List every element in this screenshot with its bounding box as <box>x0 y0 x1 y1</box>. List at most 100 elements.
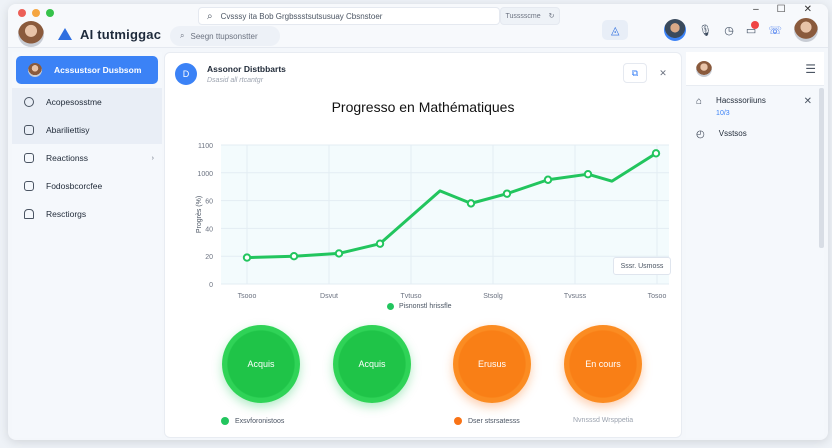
legend-dot <box>221 417 229 425</box>
user-avatar[interactable] <box>18 21 44 47</box>
x-tick-label: Tvsuss <box>564 293 587 300</box>
secondary-search[interactable]: ⌕ Seegn ttupsonstter <box>170 26 280 46</box>
clock-icon[interactable]: ◷ <box>724 24 734 37</box>
close-card-button[interactable]: ✕ <box>651 63 675 83</box>
chat-icon: ⌂ <box>696 96 703 107</box>
sidebar-item-resources[interactable]: Resctiorgs <box>12 200 162 228</box>
y-tick-label: 0 <box>209 282 213 289</box>
dashboard-card: D Assonor Distbbarts Dsasid all rtcantgr… <box>164 52 682 438</box>
search-filter-button[interactable]: Tusssscme ↻ <box>500 7 560 25</box>
card-icon <box>24 125 34 135</box>
sidebar-item-feedback[interactable]: Fodosbcorcfee <box>12 172 162 200</box>
gauge-icon: ◴ <box>696 129 705 140</box>
chevron-icon: › <box>151 154 154 162</box>
card-actions: ⧉ ✕ <box>623 63 675 83</box>
status-label: Acquis <box>358 359 386 369</box>
chart-tooltip: Sssr. Usmoss <box>613 257 671 275</box>
data-point[interactable] <box>375 239 385 248</box>
expand-icon: ⧉ <box>631 67 639 78</box>
legend-label: Dser stsrsatesss <box>468 417 520 425</box>
close-window-button[interactable] <box>18 9 26 17</box>
sidebar-item-label: Abariliettisy <box>46 125 90 135</box>
circle-icon <box>24 97 34 107</box>
chart-title: Progresso en Mathématiques <box>331 99 515 115</box>
data-point[interactable] <box>502 189 512 198</box>
logo-icon <box>58 28 72 40</box>
status-circle-acquired[interactable]: Acquis <box>333 325 411 403</box>
data-point[interactable] <box>334 249 344 258</box>
sidebar-item-dashboard[interactable]: Acssustsor Dusbsom <box>16 56 158 84</box>
sidebar-item-reactions[interactable]: Reactionss › <box>12 144 162 172</box>
item-sub: 10/3 <box>716 110 730 117</box>
minimize-window-button[interactable] <box>32 9 40 17</box>
search-filter-label: Tusssscme <box>505 12 541 20</box>
right-panel-item[interactable]: ◴ Vsstsos <box>686 117 824 140</box>
data-point[interactable] <box>466 199 476 208</box>
legend-label: Pisnonstl hrissfle <box>399 303 452 310</box>
menu-icon[interactable]: ☰ <box>805 61 816 76</box>
profile-avatar[interactable] <box>794 18 818 42</box>
item-label: Hacsssoriiuns <box>716 96 766 105</box>
minimize-button[interactable]: – <box>753 4 759 15</box>
notification-button[interactable]: ▭ <box>745 20 760 37</box>
header-actions: ◬ 🎙 ◷ ▭ ☏ <box>602 18 818 42</box>
data-point[interactable] <box>289 252 299 261</box>
home-icon <box>24 209 34 219</box>
calendar-icon <box>24 181 34 191</box>
data-point[interactable] <box>543 175 553 184</box>
sidebar: Acssustsor Dusbsom Acopesosstme Abarilie… <box>12 52 162 438</box>
notification-icon: ▭ <box>745 24 757 37</box>
sidebar-item-label: Acopesosstme <box>46 97 102 107</box>
legend-label: Nvnsssd Wrsppetia <box>573 417 634 424</box>
search-placeholder: Cvsssy ita Bob Grgbssstsutsusuay Cbsnsto… <box>220 11 383 21</box>
close-icon[interactable]: ✕ <box>803 96 812 107</box>
right-panel-item[interactable]: ⌂ Hacsssoriiuns 10/3 ✕ <box>686 86 824 117</box>
legend-dot <box>454 417 462 425</box>
status-circle-in-progress[interactable]: En cours <box>564 325 642 403</box>
image-icon <box>24 153 34 163</box>
dashboard-icon: D <box>175 63 197 85</box>
x-tick-label: Stsolg <box>483 293 503 300</box>
card-title: Assonor Distbbarts <box>207 64 286 74</box>
data-point[interactable] <box>651 149 661 158</box>
maximize-button[interactable]: ☐ <box>776 4 786 15</box>
sidebar-item-progress[interactable]: Acopesosstme <box>12 88 162 116</box>
legend-item-orange: Dser stsrsatesss <box>454 417 520 425</box>
y-tick-label: 1000 <box>197 171 213 178</box>
expand-button[interactable]: ⧉ <box>623 63 647 83</box>
phone-icon[interactable]: ☏ <box>768 24 782 37</box>
close-button[interactable]: ✕ <box>803 4 812 15</box>
right-panel: ☰ ⌂ Hacsssoriiuns 10/3 ✕ ◴ Vsstsos <box>686 52 824 438</box>
legend-label: Exsvforonistoos <box>235 417 285 425</box>
data-point[interactable] <box>583 169 593 179</box>
legend-item-green: Exsvforonistoos <box>221 417 284 425</box>
avatar <box>28 63 42 77</box>
brand: AI tutmiggac <box>18 21 161 47</box>
legend-dot <box>387 303 394 310</box>
voice-icon[interactable]: 🎙 <box>698 24 713 37</box>
sidebar-item-activity[interactable]: Abariliettisy <box>12 116 162 144</box>
progress-line-chart: 0 20 40 60 1000 1100 Tsooo Dsvut Tvtuso Stsolg Tvs… <box>196 143 669 300</box>
status-circle-acquired[interactable]: Acquis <box>222 325 300 403</box>
y-tick-label: 60 <box>205 199 213 206</box>
maximize-window-button[interactable] <box>46 9 54 17</box>
y-tick-label: 40 <box>205 226 213 233</box>
scrollbar[interactable] <box>819 88 824 248</box>
contact-avatar[interactable] <box>664 19 687 41</box>
card-subtitle: Dsasid all rtcantgr <box>207 77 264 84</box>
share-button[interactable]: ◬ <box>602 20 629 40</box>
x-tick-label: Dsvut <box>320 293 338 300</box>
sidebar-item-label: Fodosbcorcfee <box>46 181 103 191</box>
status-circle-errors[interactable]: Erusus <box>453 325 531 403</box>
status-label: Acquis <box>247 359 275 369</box>
refresh-icon: ↻ <box>548 13 555 20</box>
plot-area <box>221 145 669 284</box>
share-icon: ◬ <box>611 24 620 37</box>
app-window: AI tutmiggac ⌕ Seegn ttupsonstter ⌕ Cvss… <box>8 4 828 440</box>
search-input[interactable]: ⌕ Cvsssy ita Bob Grgbssstsutsusuay Cbsns… <box>198 7 500 25</box>
data-point[interactable] <box>242 253 252 262</box>
legend-item-text: Nvnsssd Wrsppetia <box>573 417 633 424</box>
y-tick-label: 1100 <box>198 143 213 150</box>
title-bar: AI tutmiggac ⌕ Seegn ttupsonstter ⌕ Cvss… <box>8 4 828 48</box>
avatar[interactable] <box>696 60 712 77</box>
